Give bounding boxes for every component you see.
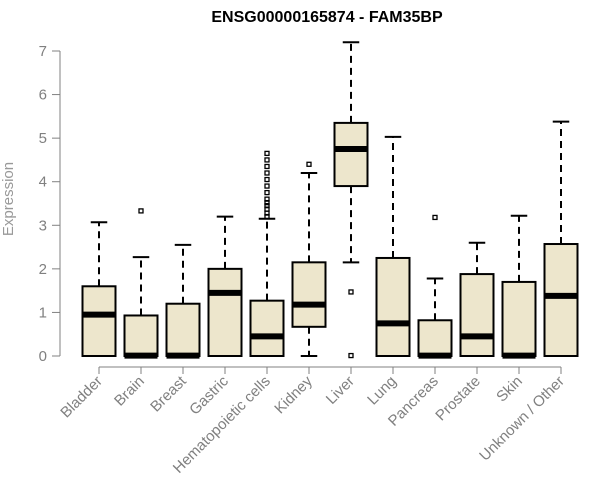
y-tick-label: 7 (39, 43, 47, 60)
boxes-group (81, 41, 579, 359)
box-group (123, 208, 159, 359)
outlier-point (306, 161, 312, 167)
outlier-point (264, 170, 270, 176)
y-tick-label: 4 (39, 174, 47, 191)
y-tick-label: 6 (39, 87, 47, 104)
y-tick-label: 2 (39, 261, 47, 278)
box-group (291, 161, 327, 357)
outlier-point (264, 189, 270, 196)
y-tick-label: 3 (39, 217, 47, 234)
box-rect (291, 261, 327, 328)
y-axis-label: Expression (0, 162, 17, 236)
outlier-point (348, 352, 354, 359)
x-tick-label: Prostate (432, 373, 484, 425)
box-group (81, 221, 117, 357)
outlier-point (264, 203, 270, 209)
x-tick-label: Lung (364, 373, 400, 409)
box-group (501, 214, 537, 359)
x-tick-label: Liver (323, 373, 358, 408)
box-rect (81, 285, 117, 357)
box-group (543, 120, 579, 357)
outlier-point (264, 150, 270, 157)
x-tick-label: Brain (111, 373, 148, 410)
box-group (375, 135, 411, 358)
box-group (459, 241, 495, 358)
outlier-point (348, 289, 354, 295)
box-group (249, 150, 285, 357)
box-rect (459, 273, 495, 358)
box-rect (249, 299, 285, 357)
y-tick-label: 0 (39, 348, 47, 365)
x-tick-label: Kidney (271, 372, 316, 417)
box-rect (165, 302, 201, 358)
box-rect (123, 314, 159, 358)
box-group (165, 243, 201, 359)
outlier-point (264, 163, 270, 170)
outlier-point (264, 196, 270, 202)
box-rect (417, 319, 453, 357)
x-tick-label: Bladder (57, 373, 106, 422)
outlier-point (264, 176, 270, 183)
x-tick-label: Skin (493, 373, 526, 406)
box-group (333, 41, 369, 359)
chart-title: ENSG00000165874 - FAM35BP (211, 9, 443, 26)
outlier-point (138, 208, 144, 214)
box-rect (375, 256, 411, 358)
box-group (417, 214, 453, 359)
box-rect (501, 280, 537, 357)
box-rect (543, 243, 579, 357)
box-rect (207, 267, 243, 358)
y-axis: 0 1 2 3 4 5 6 7 (39, 43, 61, 365)
box-rect (333, 121, 369, 188)
y-tick-label: 1 (39, 304, 47, 321)
y-tick-label: 5 (39, 130, 47, 147)
box-group (207, 215, 243, 358)
outlier-point (264, 157, 270, 163)
outlier-point (432, 214, 438, 221)
x-tick-label: Breast (147, 372, 190, 415)
outlier-point (264, 183, 270, 189)
